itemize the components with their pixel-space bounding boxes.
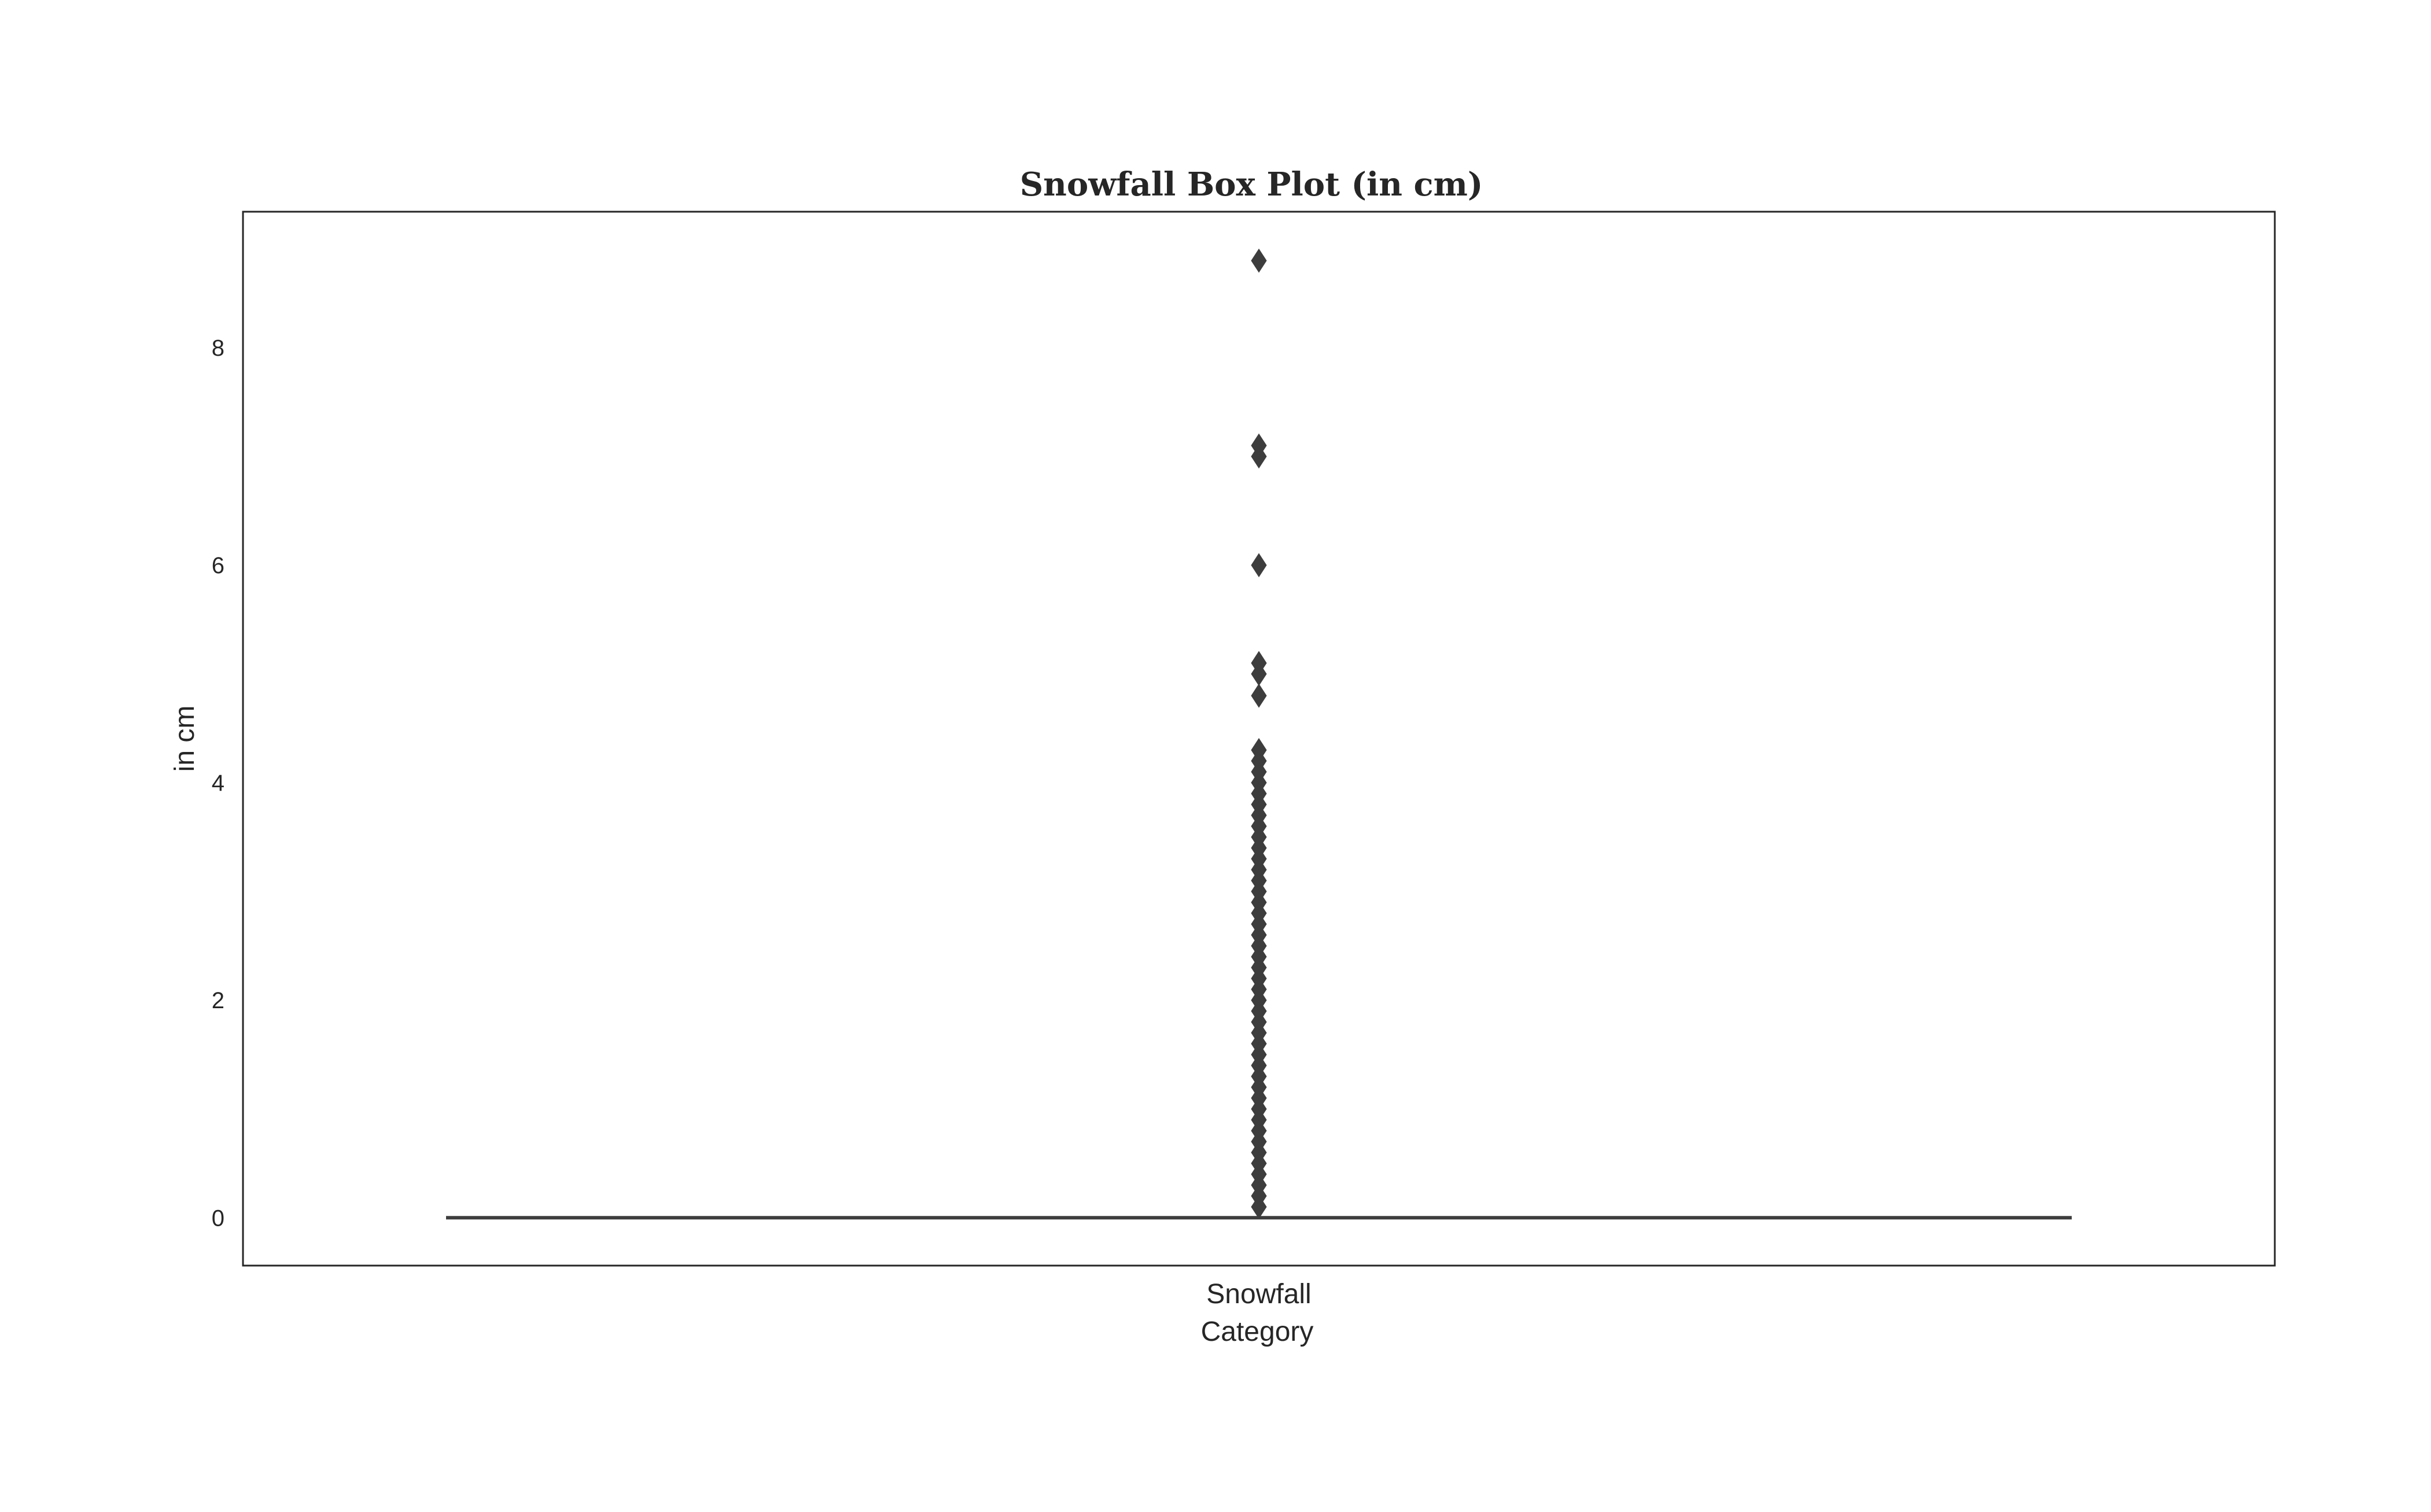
outlier-point	[1251, 433, 1267, 458]
plot-area-frame	[242, 211, 2276, 1267]
outlier-point	[1251, 248, 1267, 273]
y-tick-label: 6	[212, 553, 224, 578]
y-tick-label: 0	[212, 1205, 224, 1231]
y-tick-label: 8	[212, 335, 224, 361]
y-tick-label: 4	[212, 770, 224, 796]
outlier-point	[1251, 553, 1267, 578]
outlier-point	[1251, 737, 1267, 762]
outlier-point	[1251, 651, 1267, 676]
y-axis-label: in cm	[170, 706, 200, 772]
outlier-point	[1251, 683, 1267, 708]
x-axis-label: Category	[1201, 1316, 1314, 1347]
outlier-points	[1251, 248, 1267, 1219]
y-axis-ticks: 0 2 4 6 8	[212, 335, 224, 1231]
y-tick-label: 2	[212, 988, 224, 1013]
x-tick-label: Snowfall	[1206, 1279, 1311, 1310]
chart-title: Snowfall Box Plot (in cm)	[1020, 165, 1483, 204]
x-axis-ticks: Snowfall	[1206, 1279, 1311, 1310]
